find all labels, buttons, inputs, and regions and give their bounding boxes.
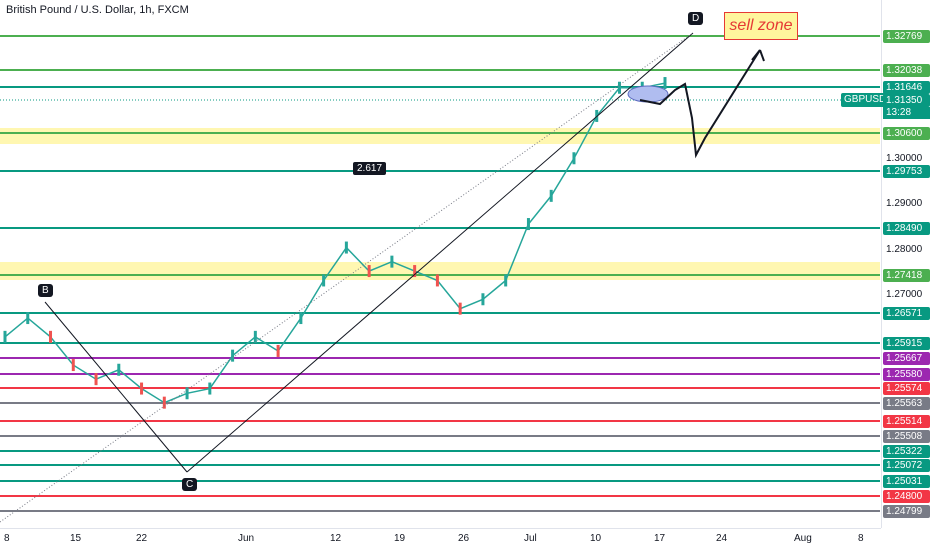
price-tag-1.24800: 1.24800 (883, 490, 930, 503)
resistance-zone-lower (0, 262, 880, 280)
x-tick-label: 12 (330, 533, 342, 544)
price-tag-1.32038: 1.32038 (883, 64, 930, 77)
candle (344, 241, 348, 254)
candle (549, 189, 553, 202)
price-tag-1.30600: 1.30600 (883, 127, 930, 140)
candle (3, 330, 7, 343)
candle (458, 302, 462, 315)
bar-countdown: 13:28 (883, 107, 930, 119)
resistance-zone-upper (0, 128, 880, 144)
candle (322, 274, 326, 287)
price-tag-1.25508: 1.25508 (883, 430, 930, 443)
candle (71, 359, 75, 372)
candle (276, 344, 280, 357)
x-tick-label: Aug (794, 533, 812, 544)
projection-arrowhead (751, 49, 765, 62)
time-axis[interactable] (0, 528, 881, 551)
projection-path (639, 49, 761, 159)
candle (390, 255, 394, 268)
candle (572, 152, 576, 165)
price-tag-1.25574: 1.25574 (883, 382, 930, 395)
x-tick-label: Jul (524, 533, 537, 544)
price-tag-1.31646: 1.31646 (883, 81, 930, 94)
y-tick-label: 1.29000 (886, 198, 923, 209)
price-tag-1.24799: 1.24799 (883, 505, 930, 518)
price-tag-1.29753: 1.29753 (883, 165, 930, 178)
x-tick-label: 10 (590, 533, 602, 544)
x-tick-label: 8 (858, 533, 864, 544)
price-tag-1.25667: 1.25667 (883, 352, 930, 365)
candle (94, 373, 98, 386)
price-tag-1.25072: 1.25072 (883, 459, 930, 472)
y-tick-label: 1.28000 (886, 244, 923, 255)
price-tag-1.25563: 1.25563 (883, 397, 930, 410)
leg-bc (44, 301, 188, 473)
candle (26, 312, 30, 325)
x-tick-label: 22 (136, 533, 148, 544)
candle (208, 382, 212, 395)
point-d-marker[interactable]: D (688, 12, 704, 25)
candle (299, 312, 303, 325)
point-c-marker[interactable]: C (182, 478, 198, 491)
x-tick-label: 15 (70, 533, 82, 544)
candle (162, 396, 166, 409)
x-tick-label: Jun (238, 533, 255, 544)
price-tag-1.25915: 1.25915 (883, 337, 930, 350)
price-tag-1.25514: 1.25514 (883, 415, 930, 428)
x-tick-label: 19 (394, 533, 406, 544)
y-tick-label: 1.27000 (886, 289, 923, 300)
candle (117, 363, 121, 376)
candle (413, 265, 417, 278)
point-b-marker[interactable]: B (38, 284, 53, 297)
price-tag-1.26571: 1.26571 (883, 307, 930, 320)
candle (253, 330, 257, 343)
price-tag-1.25580: 1.25580 (883, 368, 930, 381)
price-tag-1.27418: 1.27418 (883, 269, 930, 282)
fib-ratio-label: 2.617 (353, 162, 387, 175)
price-tag-1.32769: 1.32769 (883, 30, 930, 43)
candle (481, 293, 485, 306)
candle (526, 218, 530, 231)
leg-cd (186, 32, 694, 473)
fib-extension-line (0, 32, 694, 523)
x-tick-label: 8 (4, 533, 10, 544)
candle (49, 330, 53, 343)
candle (185, 387, 189, 400)
reversal-area (627, 85, 669, 103)
candle (617, 81, 621, 94)
candle (140, 382, 144, 395)
symbol-tag: GBPUSD (841, 93, 890, 107)
x-tick-label: 24 (716, 533, 728, 544)
sell-zone-label[interactable]: sell zone (724, 12, 798, 40)
candle (504, 274, 508, 287)
candle (231, 349, 235, 362)
candle (435, 274, 439, 287)
price-tag-1.25031: 1.25031 (883, 475, 930, 488)
y-tick-label: 1.30000 (886, 153, 923, 164)
x-tick-label: 17 (654, 533, 666, 544)
price-tag-1.31350: 1.31350 (883, 94, 930, 107)
candle (663, 77, 667, 90)
price-tag-1.28490: 1.28490 (883, 222, 930, 235)
chart-title: British Pound / U.S. Dollar, 1h, FXCM (6, 4, 189, 16)
candle (367, 265, 371, 278)
price-series-line (4, 82, 666, 404)
x-tick-label: 26 (458, 533, 470, 544)
price-tag-1.25322: 1.25322 (883, 445, 930, 458)
